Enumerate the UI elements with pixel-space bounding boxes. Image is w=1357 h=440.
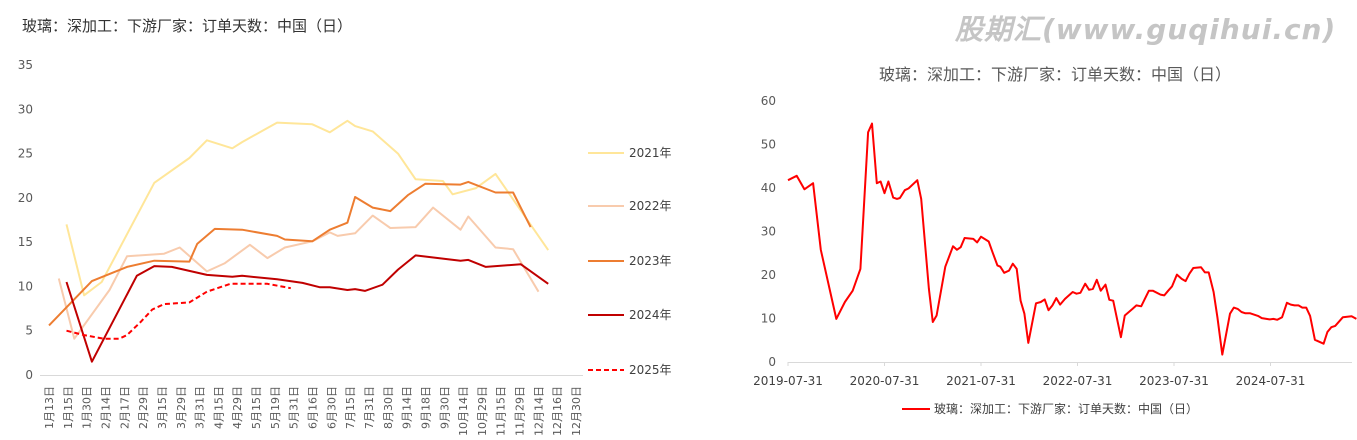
legend-label: 2021年 [629,146,672,160]
left-y-tick-label: 15 [18,235,33,249]
legend-label: 2024年 [629,308,672,322]
right-y-tick-label: 20 [761,268,776,282]
left-x-tick-label: 9月30日 [438,386,451,429]
right-y-tick-label: 40 [761,181,776,195]
series-line-main [787,122,1357,356]
left-x-tick-label: 11月29日 [514,386,527,436]
series-line-2021年 [65,119,550,297]
right-y-tick-label: 60 [761,94,776,108]
left-x-tick-label: 7月31日 [363,386,376,429]
legend-label: 2022年 [629,199,672,213]
legend-label: 玻璃：深加工：下游厂家：订单天数：中国（日） [934,401,1198,416]
left-x-tick-label: 2月17日 [118,386,131,429]
left-x-tick-label: 6月30日 [325,386,338,429]
right-y-tick-label: 50 [761,138,776,152]
right-chart-title: 玻璃：深加工：下游厂家：订单天数：中国（日） [878,65,1231,84]
left-x-tick-label: 3月31日 [194,386,207,429]
left-x-tick-label: 2月29日 [137,386,150,429]
series-line-2022年 [57,206,540,340]
series-line-2024年 [65,254,549,363]
left-y-tick-label: 35 [18,58,33,72]
left-x-tick-label: 5月31日 [288,386,301,429]
left-x-tick-label: 3月29日 [175,386,188,429]
left-y-tick-label: 5 [25,324,33,338]
left-x-tick-label: 8月30日 [382,386,395,429]
right-x-tick-label: 2022-07-31 [1043,374,1113,388]
left-y-tick-label: 0 [25,368,33,382]
left-chart-title: 玻璃：深加工：下游厂家：订单天数：中国（日） [22,17,353,35]
right-y-tick-label: 10 [761,312,776,326]
left-x-tick-label: 7月15日 [344,386,357,429]
left-x-tick-label: 6月16日 [307,386,320,429]
right-x-tick-label: 2020-07-31 [850,374,920,388]
left-x-tick-label: 2月14日 [99,386,112,429]
right-x-tick-label: 2019-07-31 [753,374,823,388]
left-x-tick-label: 4月15日 [212,386,225,429]
right-y-tick-label: 0 [768,355,776,369]
left-x-tick-label: 5月15日 [250,386,263,429]
left-x-tick-label: 10月29日 [476,386,489,436]
left-x-tick-label: 1月15日 [62,386,75,429]
right-x-tick-label: 2023-07-31 [1139,374,1209,388]
left-x-tick-label: 11月15日 [495,386,508,436]
right-y-tick-label: 30 [761,225,776,239]
left-x-tick-label: 12月16日 [551,386,564,436]
series-line-2023年 [48,180,532,327]
series-line-2025年 [66,282,291,340]
left-x-tick-label: 12月30日 [570,386,583,436]
left-x-tick-label: 1月13日 [43,386,56,429]
left-x-tick-label: 1月30日 [81,386,94,429]
left-x-tick-label: 12月14日 [532,386,545,436]
left-x-tick-label: 5月19日 [269,386,282,429]
legend-label: 2025年 [629,363,672,377]
left-x-tick-label: 9月14日 [401,386,414,429]
left-y-tick-label: 10 [18,279,33,293]
left-x-tick-label: 3月15日 [156,386,169,429]
watermark: 股期汇(www.guqihui.cn) [955,13,1337,46]
left-y-tick-label: 20 [18,191,33,205]
legend-label: 2023年 [629,254,672,268]
left-x-tick-label: 4月29日 [231,386,244,429]
left-y-tick-label: 30 [18,102,33,116]
left-x-tick-label: 10月14日 [457,386,470,436]
left-y-tick-label: 25 [18,147,33,161]
left-x-tick-label: 9月18日 [419,386,432,429]
right-x-tick-label: 2024-07-31 [1236,374,1306,388]
right-x-tick-label: 2021-07-31 [946,374,1016,388]
